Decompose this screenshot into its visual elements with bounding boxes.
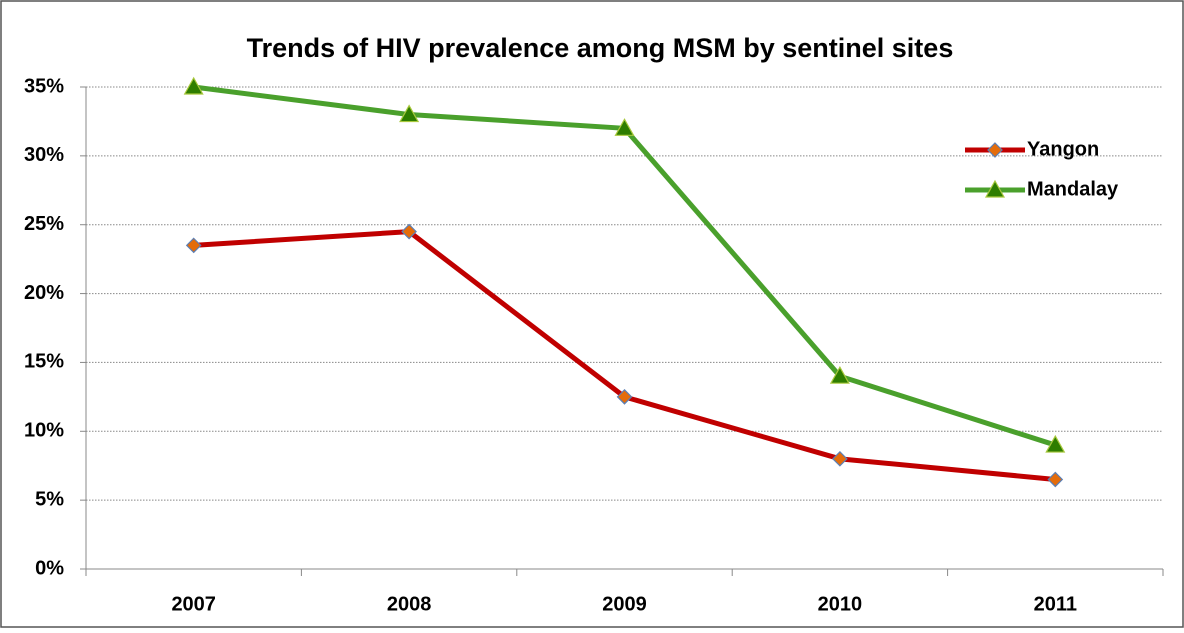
y-tick-label: 5% bbox=[35, 488, 64, 510]
x-tick-label: 2011 bbox=[1034, 593, 1077, 615]
x-tick-label: 2008 bbox=[387, 593, 432, 615]
data-point bbox=[614, 118, 635, 136]
data-point bbox=[616, 389, 633, 405]
data-point bbox=[183, 76, 204, 95]
y-tick-label: 0% bbox=[35, 557, 64, 579]
x-tick-label: 2010 bbox=[818, 593, 863, 615]
y-tick-label: 35% bbox=[24, 75, 64, 97]
legend-label: Yangon bbox=[1027, 138, 1099, 160]
data-point bbox=[1045, 434, 1066, 453]
legend-label: Mandalay bbox=[1027, 178, 1119, 200]
y-tick-label: 30% bbox=[24, 144, 64, 166]
y-tick-label: 25% bbox=[24, 213, 64, 235]
legend-marker bbox=[987, 142, 1003, 158]
data-point bbox=[829, 365, 850, 384]
x-tick-label: 2007 bbox=[171, 593, 216, 615]
y-tick-label: 20% bbox=[24, 282, 64, 304]
y-tick-label: 10% bbox=[24, 420, 64, 442]
legend-marker bbox=[984, 179, 1006, 198]
data-point bbox=[1047, 471, 1064, 488]
data-point bbox=[832, 450, 848, 467]
data-point bbox=[399, 104, 420, 123]
x-tick-label: 2009 bbox=[602, 593, 647, 615]
data-point bbox=[185, 237, 202, 254]
chart-title: Trends of HIV prevalence among MSM by se… bbox=[247, 33, 954, 63]
data-point bbox=[401, 223, 417, 240]
y-tick-label: 15% bbox=[24, 351, 64, 373]
